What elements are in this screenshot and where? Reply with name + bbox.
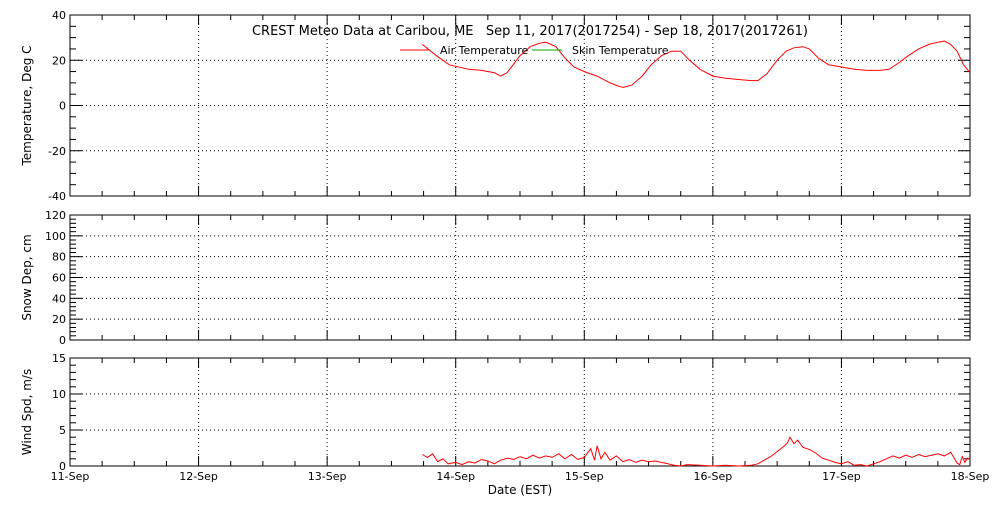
y-tick-label: 120 — [45, 209, 66, 222]
y-tick-label: 10 — [52, 388, 66, 401]
y-tick-label: 0 — [59, 100, 66, 113]
series-wind-speed-line — [422, 436, 971, 467]
legend: Air Temperature Skin Temperature — [400, 44, 669, 57]
x-tick-label: 15-Sep — [565, 470, 604, 483]
y-tick-label: 100 — [45, 230, 66, 243]
panel-frame — [69, 14, 971, 197]
y-tick-label: 5 — [59, 424, 66, 437]
x-axis-label: Date (EST) — [488, 483, 552, 497]
y-tick-label: 0 — [59, 460, 66, 473]
y-tick-label: 20 — [52, 313, 66, 326]
y-axis-label: Snow Dep, cm — [20, 234, 34, 320]
y-tick-label: 40 — [52, 9, 66, 22]
x-tick-label: 17-Sep — [822, 470, 861, 483]
y-tick-label: 0 — [59, 334, 66, 347]
y-tick-label: 60 — [52, 272, 66, 285]
y-tick-label: 20 — [52, 54, 66, 67]
y-tick-label: 15 — [52, 352, 66, 365]
x-tick-label: 11-Sep — [51, 470, 90, 483]
x-tick-label: 13-Sep — [308, 470, 347, 483]
panel-2: 0 20 40 60 80 100 120 Snow Dep, cm — [20, 209, 971, 347]
panels-layer: -40 -20 0 20 40 Temperature, Deg C Air Tempera… — [20, 9, 989, 483]
y-tick-label: -40 — [48, 190, 66, 203]
panel-frame — [69, 214, 971, 341]
y-axis-label: Wind Spd, m/s — [20, 369, 34, 455]
x-tick-label: 12-Sep — [179, 470, 218, 483]
y-tick-label: 40 — [52, 292, 66, 305]
chart-title: CREST Meteo Data at Caribou, ME Sep 11, … — [252, 24, 808, 39]
panel-3: 0 5 10 15 Wind Spd, m/s 11-Sep 12-Sep 13-Sep 14-… — [20, 352, 989, 483]
panel-frame — [69, 357, 971, 467]
legend-label: Skin Temperature — [572, 44, 669, 57]
y-tick-label: -20 — [48, 145, 66, 158]
y-tick-label: 80 — [52, 251, 66, 264]
legend-label: Air Temperature — [440, 44, 529, 57]
x-tick-label: 16-Sep — [694, 470, 733, 483]
series-air-temperature-line — [421, 40, 971, 88]
panel-1: -40 -20 0 20 40 Temperature, Deg C Air Tempera… — [20, 9, 971, 203]
x-tick-label: 18-Sep — [951, 470, 990, 483]
x-tick-label: 14-Sep — [436, 470, 475, 483]
y-axis-label: Temperature, Deg C — [20, 45, 34, 166]
